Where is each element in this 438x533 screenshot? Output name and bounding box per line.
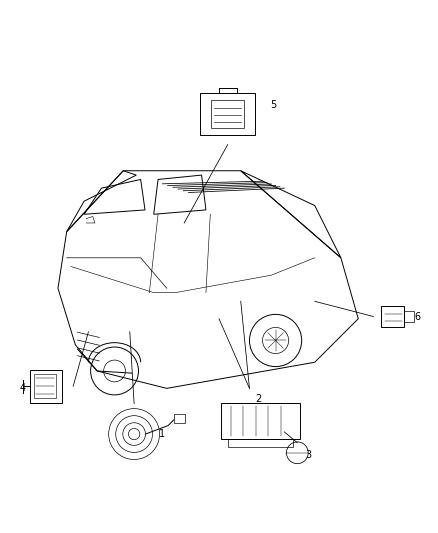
- Text: 6: 6: [414, 312, 420, 321]
- Bar: [221, 403, 300, 439]
- Bar: [30, 370, 62, 402]
- Bar: [200, 93, 255, 135]
- Text: 1: 1: [159, 429, 166, 439]
- Text: 5: 5: [270, 100, 276, 110]
- Bar: [404, 311, 414, 322]
- Bar: [211, 100, 244, 128]
- Text: 3: 3: [305, 449, 311, 459]
- Bar: [34, 374, 56, 398]
- Bar: [174, 414, 185, 423]
- Text: 2: 2: [255, 394, 261, 404]
- Bar: [228, 439, 293, 447]
- Bar: [381, 306, 404, 327]
- Text: 4: 4: [19, 383, 25, 393]
